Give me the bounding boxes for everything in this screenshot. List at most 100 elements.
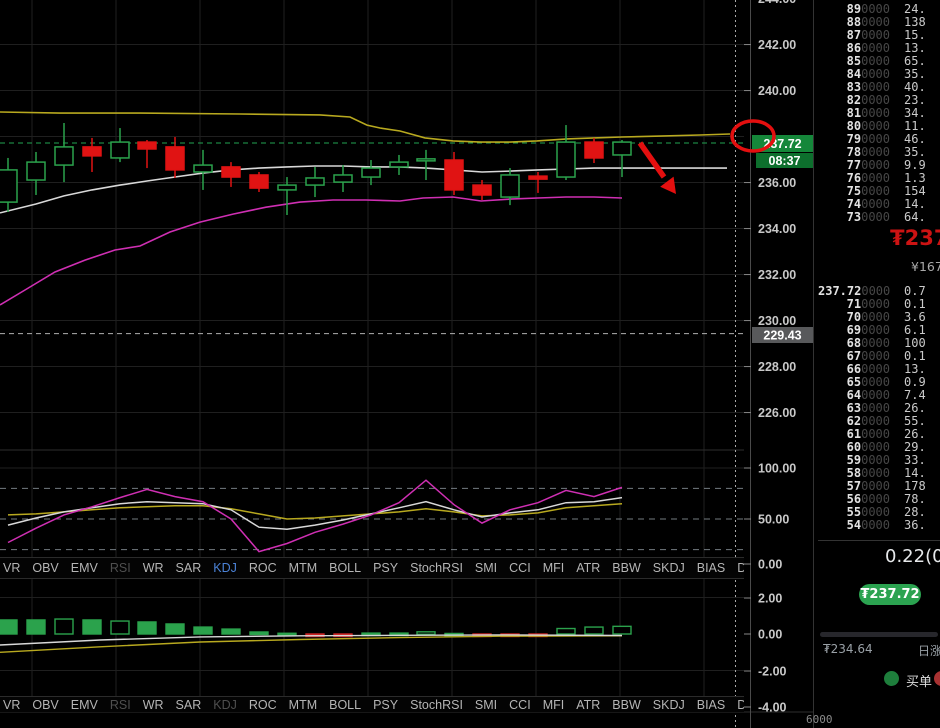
tab-stochrsi-mid[interactable]: StochRSI: [410, 561, 463, 575]
bid-row[interactable]: 680000 100: [818, 337, 940, 350]
svg-text:08:37: 08:37: [769, 154, 801, 168]
tab-bbw-mid[interactable]: BBW: [612, 561, 641, 575]
price-pill-button[interactable]: ₮237.72: [859, 584, 921, 605]
ob-amount: 138: [904, 16, 926, 29]
bid-row[interactable]: 550000 28.: [818, 506, 940, 519]
tab-mfi-bottom[interactable]: MFI: [542, 697, 565, 712]
price-axis[interactable]: 244.00 242.00 240.00 236.00 234.00 232.00 230.…: [744, 0, 814, 728]
bid-row[interactable]: 580000 14.: [818, 467, 940, 480]
candle-body: [0, 169, 18, 203]
tab-stochrsi-bottom[interactable]: StochRSI: [410, 697, 463, 712]
tab-sar-bottom[interactable]: SAR: [175, 697, 202, 712]
tab-wr-bottom[interactable]: WR: [142, 697, 164, 712]
ob-amount: 3.6: [904, 311, 926, 324]
tab-psy-mid[interactable]: PSY: [373, 561, 399, 575]
ob-amount: 7.4: [904, 389, 926, 402]
candle-body: [584, 141, 604, 159]
tab-skdj-mid[interactable]: SKDJ: [652, 561, 685, 575]
amount-slider[interactable]: [820, 632, 938, 637]
ask-row[interactable]: 820000 23.: [818, 94, 940, 107]
bid-row[interactable]: 690000 6.1: [818, 324, 940, 337]
boll-mid-line: [0, 165, 727, 214]
tab-bias-mid[interactable]: BIAS: [696, 561, 726, 575]
ob-amount: 15.: [904, 29, 926, 42]
panel-divider: [818, 540, 940, 541]
bid-row[interactable]: 590000 33.: [818, 454, 940, 467]
tab-emv-mid[interactable]: EMV: [70, 561, 98, 575]
ask-row[interactable]: 760000 1.3: [818, 172, 940, 185]
ob-price: 850000: [846, 54, 890, 68]
tab-kdj-bottom[interactable]: KDJ: [213, 697, 237, 712]
bid-row[interactable]: 630000 26.: [818, 402, 940, 415]
ask-row[interactable]: 780000 35.: [818, 146, 940, 159]
tab-roc-bottom[interactable]: ROC: [248, 697, 277, 712]
tab-bias-bottom[interactable]: BIAS: [696, 697, 726, 712]
candle-body: [500, 174, 520, 198]
bid-row[interactable]: 620000 55.: [818, 415, 940, 428]
boll-lower-line: [0, 196, 623, 306]
tab-atr-mid[interactable]: ATR: [576, 561, 601, 575]
tab-vr-bottom[interactable]: VR: [3, 697, 21, 712]
bid-row[interactable]: 700000 3.6: [818, 311, 940, 324]
tab-obv-mid[interactable]: OBV: [32, 561, 59, 575]
candle-body: [472, 184, 492, 196]
tab-dpo-bottom[interactable]: DPO: [737, 698, 744, 712]
bid-row[interactable]: 560000 78.: [818, 493, 940, 506]
tab-kdj-mid[interactable]: KDJ: [213, 561, 237, 575]
bid-row[interactable]: 237.720000 0.7: [818, 285, 940, 298]
tab-smi-bottom[interactable]: SMI: [474, 697, 498, 712]
tab-skdj-bottom[interactable]: SKDJ: [652, 697, 685, 712]
tab-psy-bottom[interactable]: PSY: [373, 697, 399, 712]
tab-cci-mid[interactable]: CCI: [509, 561, 531, 575]
last-price-cny: ¥167: [911, 259, 940, 274]
tab-rsi-mid[interactable]: RSI: [109, 561, 131, 575]
ask-row[interactable]: 860000 13.: [818, 42, 940, 55]
tab-boll-mid[interactable]: BOLL: [329, 561, 362, 575]
tab-rsi-bottom[interactable]: RSI: [109, 697, 131, 712]
ask-row[interactable]: 880000 138: [818, 16, 940, 29]
tab-wr-mid[interactable]: WR: [142, 561, 164, 575]
ask-row[interactable]: 790000 46.: [818, 133, 940, 146]
daily-change-label: 日涨: [918, 644, 940, 658]
ask-row[interactable]: 890000 24.: [818, 3, 940, 16]
bid-row[interactable]: 600000 29.: [818, 441, 940, 454]
tab-boll-bottom[interactable]: BOLL: [329, 697, 362, 712]
bid-row[interactable]: 640000 7.4: [818, 389, 940, 402]
tab-bbw-bottom[interactable]: BBW: [612, 697, 641, 712]
tab-mtm-bottom[interactable]: MTM: [288, 697, 318, 712]
bid-row[interactable]: 650000 0.9: [818, 376, 940, 389]
ask-row[interactable]: 830000 40.: [818, 81, 940, 94]
ask-row[interactable]: 840000 35.: [818, 68, 940, 81]
tab-emv-bottom[interactable]: EMV: [70, 697, 98, 712]
tab-mfi-mid[interactable]: MFI: [542, 561, 565, 575]
ask-row[interactable]: 750000 154: [818, 185, 940, 198]
bid-row[interactable]: 660000 13.: [818, 363, 940, 376]
ask-row[interactable]: 810000 34.: [818, 107, 940, 120]
ask-row[interactable]: 770000 9.9: [818, 159, 940, 172]
buy-order-label[interactable]: 买单: [906, 675, 933, 690]
tab-dpo-mid[interactable]: DPO: [737, 561, 744, 575]
ask-row[interactable]: 850000 65.: [818, 55, 940, 68]
tab-sar-mid[interactable]: SAR: [175, 561, 202, 575]
bid-row[interactable]: 570000 178: [818, 480, 940, 493]
tab-cci-bottom[interactable]: CCI: [509, 697, 531, 712]
ask-row[interactable]: 800000 11.: [818, 120, 940, 133]
tab-obv-bottom[interactable]: OBV: [32, 697, 59, 712]
ask-row[interactable]: 740000 14.: [818, 198, 940, 211]
ask-row[interactable]: 730000 64.: [818, 211, 940, 224]
ask-row[interactable]: 870000 15.: [818, 29, 940, 42]
bid-row[interactable]: 610000 26.: [818, 428, 940, 441]
tab-mtm-mid[interactable]: MTM: [288, 561, 318, 575]
tab-vr-mid[interactable]: VR: [3, 561, 21, 575]
tab-atr-bottom[interactable]: ATR: [576, 697, 601, 712]
price-change: 0.22(0: [885, 546, 940, 567]
kdj-k-line: [7, 496, 623, 530]
tab-roc-mid[interactable]: ROC: [248, 561, 277, 575]
ob-amount: 0.9: [904, 376, 926, 389]
ob-amount: 100: [904, 337, 926, 350]
bid-row[interactable]: 540000 36.: [818, 519, 940, 532]
bid-row[interactable]: 710000 0.1: [818, 298, 940, 311]
red-circle-annotation: [730, 119, 776, 153]
bid-row[interactable]: 670000 0.1: [818, 350, 940, 363]
tab-smi-mid[interactable]: SMI: [474, 561, 498, 575]
